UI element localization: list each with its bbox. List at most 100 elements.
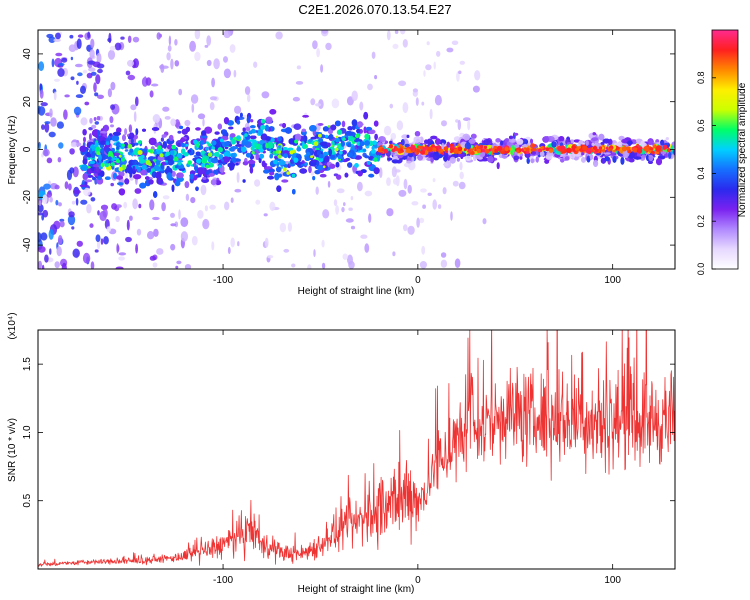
spectrogram-cell — [404, 143, 410, 148]
spectrogram-cell — [317, 164, 324, 171]
spectrogram-cell — [214, 151, 220, 157]
spectrogram-cell — [174, 165, 179, 169]
spectrogram-cell — [423, 70, 426, 77]
spectrogram-cell — [371, 51, 376, 59]
spectrogram-cell — [368, 213, 372, 223]
spectrogram-cell — [146, 167, 151, 173]
spectrogram-cell — [103, 236, 109, 245]
spectrogram-cell — [348, 207, 353, 211]
spectrogram-cell — [152, 216, 160, 221]
spectrogram-cell — [38, 61, 45, 72]
spectrogram-cell — [138, 203, 142, 209]
spectrogram-cell — [383, 148, 389, 154]
spectrogram-cell — [426, 146, 433, 153]
spectrogram-cell — [221, 159, 224, 162]
spectrogram-cell — [389, 140, 393, 145]
spectrogram-cell — [84, 101, 90, 106]
spectrogram-cell — [214, 170, 219, 175]
spectrogram-cell — [59, 220, 65, 228]
spectrogram-cell — [598, 133, 605, 141]
spectrogram-panel: -100 0 100 -40 -20 0 20 40 Height of straight … — [7, 29, 676, 297]
spectrogram-cell — [443, 163, 449, 166]
spectrogram-cell — [132, 198, 138, 210]
spectrogram-cell — [621, 146, 628, 152]
spectrogram-cell — [236, 135, 241, 141]
spectrogram-cell — [77, 72, 83, 77]
spectrogram-cell — [459, 171, 464, 180]
spectrogram-cell — [168, 35, 172, 46]
spectrogram-cell — [456, 157, 460, 162]
spectrogram-cell — [276, 166, 282, 173]
spectrogram-cell — [70, 142, 78, 148]
spectrogram-cell — [364, 243, 370, 253]
spectrogram-cell — [646, 144, 650, 147]
spectrogram-cell — [75, 94, 84, 98]
spectrogram-cell — [70, 56, 74, 61]
spectrogram-cell — [227, 246, 231, 255]
spectrogram-cell — [236, 172, 240, 183]
spectrogram-cell — [530, 143, 536, 149]
spectrogram-cell — [112, 131, 121, 136]
spectrogram-cell — [367, 83, 373, 91]
spectrogram-y-tick-label: 40 — [22, 48, 33, 60]
spectrogram-cell — [567, 142, 571, 145]
spectrogram-cell — [241, 139, 249, 146]
spectrogram-cell — [156, 32, 161, 40]
spectrogram-cell — [396, 120, 404, 131]
spectrogram-cell — [420, 188, 427, 193]
spectrogram-cell — [364, 155, 370, 159]
spectrogram-cell — [273, 159, 278, 165]
spectrogram-cell — [260, 119, 266, 124]
spectrogram-cell — [167, 158, 174, 166]
spectrogram-cell — [464, 155, 472, 161]
spectrogram-cell — [299, 168, 308, 174]
spectrogram-cell — [508, 138, 517, 143]
spectrogram-cell — [278, 145, 282, 149]
spectrogram-cell — [459, 161, 463, 171]
spectrogram-cell — [364, 190, 373, 197]
spectrogram-cell — [209, 96, 218, 101]
spectrogram-cell — [334, 147, 339, 152]
spectrogram-cell — [224, 201, 230, 211]
spectrogram-cell — [118, 252, 127, 256]
spectrogram-cell — [149, 255, 156, 261]
spectrogram-cell — [84, 179, 93, 183]
spectrogram-cell — [107, 88, 112, 98]
spectrogram-cell — [450, 211, 453, 221]
spectrogram-cell — [176, 172, 184, 179]
spectrogram-cell — [242, 161, 249, 166]
spectrogram-cell — [130, 104, 137, 111]
spectrogram-cell — [228, 126, 234, 130]
spectrogram-cell — [269, 153, 274, 159]
spectrogram-cell — [147, 231, 155, 240]
spectrogram-cell — [224, 141, 230, 147]
spectrogram-cell — [39, 83, 43, 92]
spectrogram-cell — [184, 119, 191, 127]
spectrogram-cell — [310, 171, 315, 176]
spectrogram-cell — [194, 30, 201, 40]
spectrogram-cell — [178, 88, 183, 96]
spectrogram-cell — [89, 148, 93, 154]
spectrogram-cell — [189, 173, 194, 180]
spectrogram-cell — [157, 145, 162, 150]
spectrogram-cell — [646, 154, 649, 161]
snr-plot-area — [38, 330, 675, 569]
spectrogram-cell — [111, 147, 115, 152]
spectrogram-cell — [323, 165, 326, 169]
spectrogram-cell — [318, 133, 322, 138]
spectrogram-cell — [98, 154, 102, 162]
spectrogram-cell — [209, 204, 216, 210]
spectrogram-cell — [257, 128, 264, 136]
spectrogram-cell — [76, 38, 82, 49]
spectrogram-cell — [357, 170, 363, 177]
spectrogram-cell — [174, 180, 181, 187]
spectrogram-cell — [283, 248, 290, 253]
spectrogram-cell — [464, 142, 472, 150]
spectrogram-cell — [347, 143, 352, 148]
spectrogram-cell — [391, 148, 396, 153]
spectrogram-cell — [360, 234, 368, 239]
spectrogram-cell — [124, 128, 128, 136]
spectrogram-cell — [49, 108, 53, 118]
spectrogram-cell — [289, 162, 296, 167]
spectrogram-cell — [96, 151, 101, 156]
